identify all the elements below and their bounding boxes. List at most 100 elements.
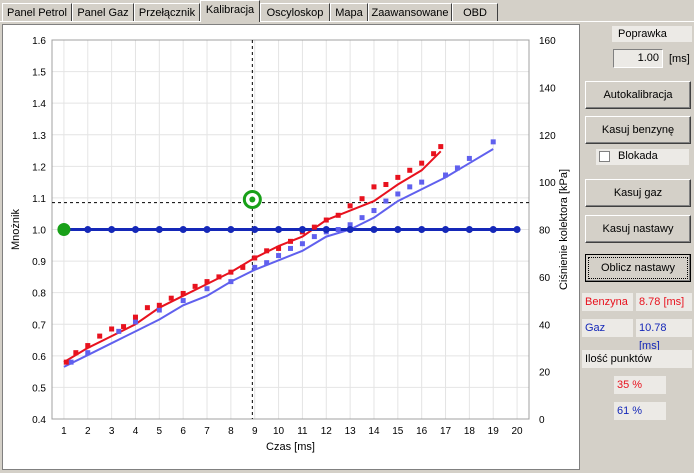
benzyna-point <box>180 290 186 296</box>
gaz-point <box>156 307 162 313</box>
chart-svg: 0.4 0.5 0.6 0.7 0.8 0.9 1.0 1.1 1.2 1.3 1.4 1.5 1.6 0… <box>10 36 570 453</box>
gaz-point <box>116 328 122 334</box>
benzyna-point <box>240 264 246 270</box>
benzyna-point <box>204 279 210 285</box>
calibration-chart[interactable]: 0.4 0.5 0.6 0.7 0.8 0.9 1.0 1.1 1.2 1.3 1.4 1.5 1.6 0… <box>2 24 580 470</box>
gaz-point <box>371 208 377 214</box>
gaz-point <box>264 260 270 266</box>
tab-oscyloskop[interactable]: Oscyloskop <box>260 3 330 22</box>
gaz-point <box>419 179 425 185</box>
poprawka-unit: [ms] <box>669 53 690 65</box>
y-right-tick-label: 40 <box>539 320 551 331</box>
x-tick-label: 8 <box>228 426 234 437</box>
gaz-point <box>299 241 305 247</box>
x-tick-label: 20 <box>512 426 524 437</box>
y-left-tick-label: 0.4 <box>32 415 46 426</box>
benzyna-point <box>192 283 198 289</box>
benzyna-point <box>97 333 103 339</box>
y-left-tick-label: 0.8 <box>32 289 46 300</box>
x-tick-label: 18 <box>464 426 476 437</box>
plot-frame <box>51 39 530 420</box>
benzyna-point <box>228 269 234 275</box>
benzyna-point <box>264 248 270 254</box>
benzyna-point <box>383 181 389 187</box>
poprawka-input[interactable]: 1.00 <box>613 49 663 68</box>
benzyna-point <box>359 196 365 202</box>
gaz-point <box>204 286 210 292</box>
gaz-point <box>311 234 317 240</box>
benzyna-point <box>311 224 317 230</box>
tab-mapa[interactable]: Mapa <box>330 3 368 22</box>
multiplier-point <box>275 226 283 233</box>
benzyna-point <box>407 167 413 173</box>
multiplier-point <box>203 226 211 233</box>
x-tick-label: 1 <box>61 426 67 437</box>
gaz-point <box>454 165 460 171</box>
multiplier-point <box>251 226 259 233</box>
tab-przelacznik[interactable]: Przełącznik <box>134 3 200 22</box>
multiplier-point <box>108 226 116 233</box>
benzyna-point <box>63 359 69 365</box>
x-tick-label: 14 <box>368 426 380 437</box>
gaz-point <box>132 319 138 325</box>
tab-zaawansowane[interactable]: Zaawansowane <box>368 3 452 22</box>
y-left-tick-label: 0.7 <box>32 320 46 331</box>
benzyna-point <box>73 350 79 356</box>
autokalibracja-button[interactable]: Autokalibracja <box>585 81 691 109</box>
gaz-point <box>335 227 341 232</box>
benzyna-point <box>431 151 437 157</box>
y-left-tick-label: 0.5 <box>32 383 46 394</box>
y-right-tick-label: 80 <box>539 226 551 237</box>
gaz-line <box>63 148 494 368</box>
benzyna-point <box>132 314 138 320</box>
x-tick-label: 4 <box>133 426 139 437</box>
start-point-marker <box>57 223 71 236</box>
multiplier-point <box>370 226 378 233</box>
benzyna-points: 35 % <box>614 376 666 394</box>
gaz-point <box>68 359 74 365</box>
multiplier-point <box>346 226 354 233</box>
multiplier-point <box>322 226 330 233</box>
oblicz-nastawy-button[interactable]: Oblicz nastawy <box>585 254 691 282</box>
tab-kalibracja[interactable]: Kalibracja <box>200 0 260 22</box>
tab-panel <box>0 21 694 473</box>
multiplier-point <box>489 226 497 233</box>
gaz-point <box>490 139 496 145</box>
benzyna-point <box>288 238 293 244</box>
tab-panel-gaz[interactable]: Panel Gaz <box>72 3 134 22</box>
multiplier-point <box>418 226 426 233</box>
x-tick-label: 19 <box>488 426 500 437</box>
blokada-checkbox[interactable] <box>599 151 610 162</box>
poprawka-value: 1.00 <box>637 52 659 64</box>
y-left-tick-label: 1.5 <box>32 68 46 79</box>
multiplier-point <box>227 226 235 233</box>
series-points <box>57 139 521 365</box>
gaz-point <box>252 264 258 270</box>
tab-panel-petrol[interactable]: Panel Petrol <box>2 3 72 22</box>
benzyna-point <box>395 174 401 180</box>
y-left-tick-label: 1.1 <box>32 194 46 205</box>
gaz-point <box>276 253 282 259</box>
blokada-row[interactable]: Blokada <box>596 149 689 165</box>
x-tick-label: 7 <box>204 426 210 437</box>
multiplier-point <box>394 226 402 233</box>
kasuj-benzyne-button[interactable]: Kasuj benzynę <box>585 116 691 144</box>
benzyna-point <box>109 326 115 332</box>
multiplier-point <box>465 226 473 233</box>
y-left-tick-label: 1.6 <box>32 36 46 47</box>
multiplier-point <box>442 226 450 233</box>
gaz-point <box>466 155 472 161</box>
kasuj-gaz-button[interactable]: Kasuj gaz <box>585 179 691 207</box>
gaz-point <box>359 215 365 221</box>
x-tick-label: 6 <box>180 426 186 437</box>
y-right-tick-label: 100 <box>539 178 556 189</box>
axes <box>51 39 530 420</box>
benzyna-point <box>371 184 377 190</box>
x-tick-label: 9 <box>252 426 258 437</box>
tab-obd[interactable]: OBD <box>452 3 498 22</box>
x-tick-label: 12 <box>321 426 333 437</box>
benzyna-point <box>276 245 282 251</box>
crosshair <box>52 40 529 419</box>
kasuj-nastawy-button[interactable]: Kasuj nastawy <box>585 215 691 243</box>
blokada-label: Blokada <box>618 150 658 162</box>
